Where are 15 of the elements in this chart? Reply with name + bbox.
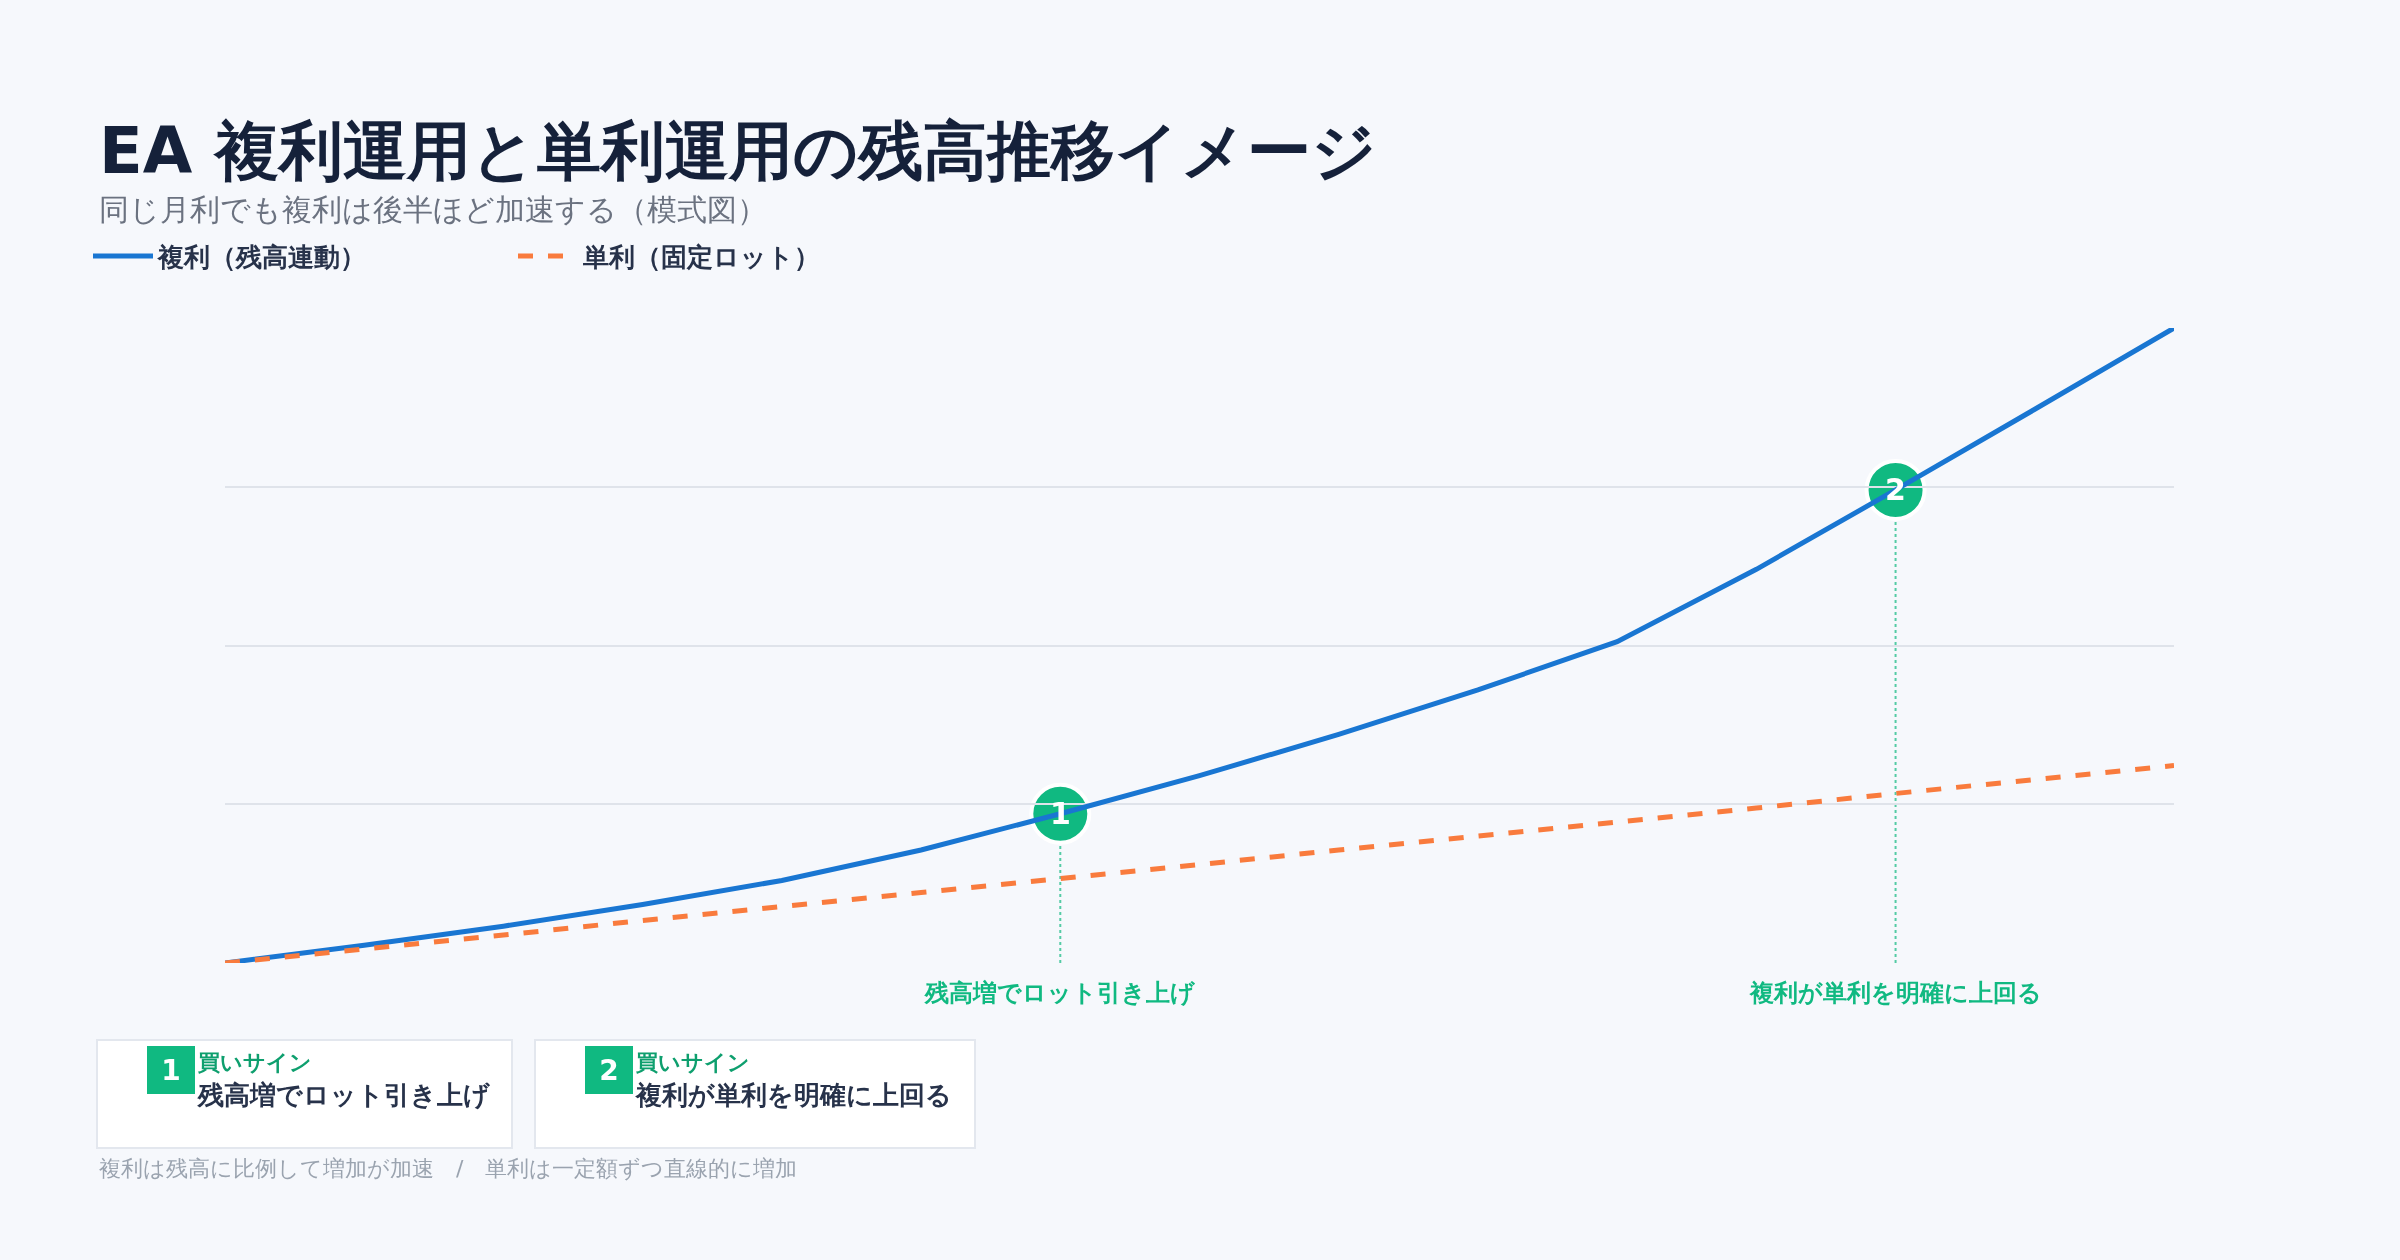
annotation: 1: [1050, 796, 1071, 831]
text: 残高増でロット引き上げ: [197, 1080, 491, 1110]
chart-subtitle: 同じ月利でも複利は後半ほど加速する（模式図）: [99, 192, 767, 227]
text: 残高増でロット引き上げ: [924, 979, 1196, 1007]
text: 複利は残高に比例して増加が加速 / 単利は一定額ずつ直線的に増加: [99, 1156, 798, 1181]
text: 複利が単利を明確に上回る: [635, 1080, 952, 1110]
text: 1: [161, 1053, 181, 1087]
legend-label: 複利（残高連動）: [157, 242, 366, 273]
text: 買いサイン: [197, 1050, 312, 1075]
text: 買いサイン: [635, 1050, 750, 1075]
text: 複利が単利を明確に上回る: [1749, 979, 2042, 1007]
legend-label: 単利（固定ロット）: [582, 242, 820, 273]
chart-title: EA 複利運用と単利運用の残高推移イメージ: [99, 114, 1377, 188]
text: 2: [599, 1053, 619, 1087]
annotation: 2: [1885, 472, 1906, 507]
